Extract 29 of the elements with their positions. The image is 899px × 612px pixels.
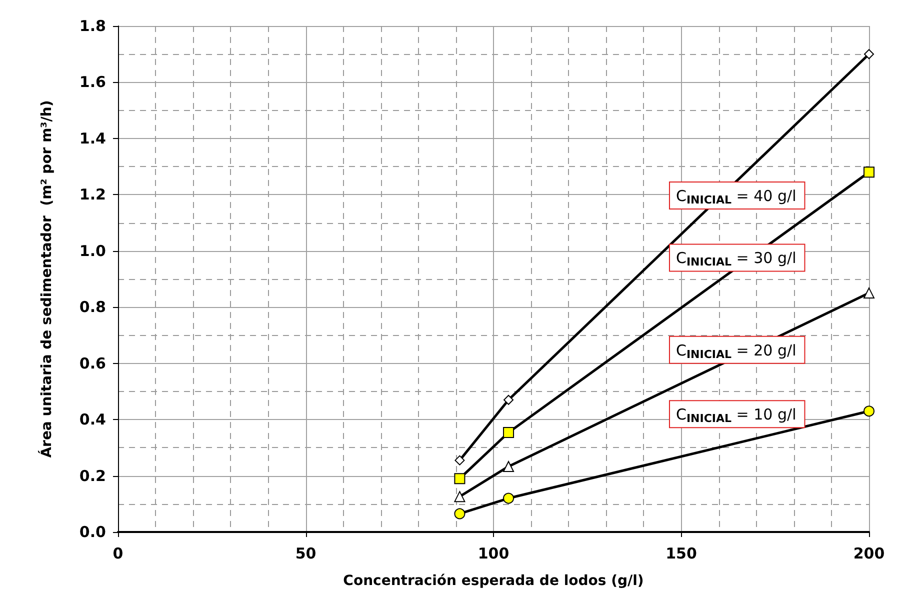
x-axis-title: Concentración esperada de lodos (g/l): [343, 573, 644, 589]
point: [454, 455, 465, 466]
point: [503, 461, 514, 472]
y-tick-label: 0.0: [79, 523, 106, 541]
point: [454, 491, 466, 502]
y-tick-label: 0.4: [79, 410, 106, 429]
y-axis-title: Área unitaria de sedimentador (m² por m³/h): [38, 100, 55, 458]
x-tick-label: 50: [295, 544, 316, 562]
y-tick-label: 1.4: [79, 129, 106, 148]
point: [864, 288, 874, 299]
x-tick-label: 0: [112, 544, 124, 562]
x-tick-label: 150: [666, 544, 697, 562]
y-tick-label: 0.8: [79, 298, 106, 316]
point: [864, 49, 874, 60]
y-tick-label: 0.6: [79, 354, 106, 372]
y-tick-label: 1.8: [79, 17, 106, 35]
x-tick-label: 100: [478, 544, 510, 562]
point: [864, 406, 874, 417]
point: [454, 473, 466, 484]
point: [503, 426, 514, 438]
y-tick-label: 1.0: [79, 242, 106, 260]
x-tick-label: 200: [853, 544, 885, 562]
point: [864, 166, 874, 178]
point: [504, 394, 514, 405]
y-tick-label: 1.6: [79, 73, 106, 92]
point: [454, 508, 466, 520]
y-tick-label: 0.2: [79, 466, 106, 485]
point: [503, 492, 514, 504]
y-tick-label: 1.2: [79, 186, 106, 204]
